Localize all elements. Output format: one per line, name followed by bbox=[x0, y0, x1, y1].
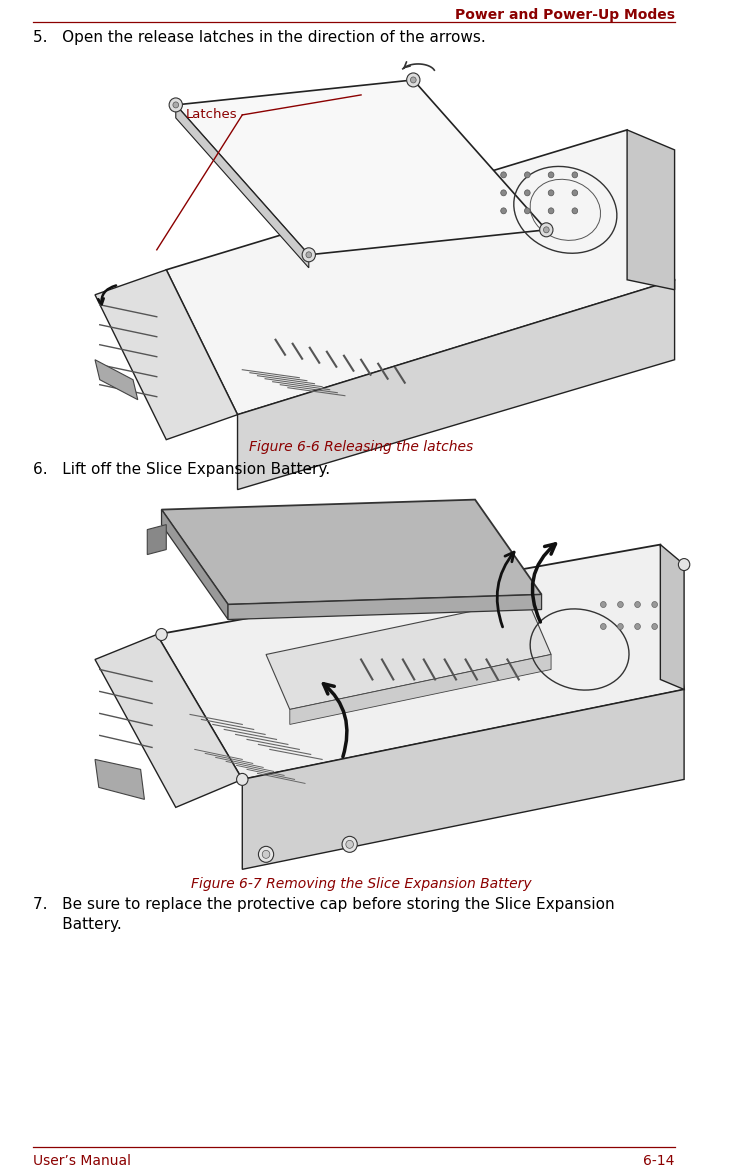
Text: Figure 6-7 Removing the Slice Expansion Battery: Figure 6-7 Removing the Slice Expansion … bbox=[190, 878, 531, 892]
Circle shape bbox=[678, 559, 690, 571]
Text: Power and Power-Up Modes: Power and Power-Up Modes bbox=[455, 8, 675, 22]
Polygon shape bbox=[661, 545, 684, 689]
Text: 6.   Lift off the Slice Expansion Battery.: 6. Lift off the Slice Expansion Battery. bbox=[33, 462, 331, 477]
Circle shape bbox=[258, 846, 274, 863]
Polygon shape bbox=[95, 634, 242, 808]
Circle shape bbox=[500, 190, 506, 196]
Circle shape bbox=[173, 102, 179, 108]
Circle shape bbox=[601, 601, 606, 607]
Polygon shape bbox=[95, 270, 238, 440]
Polygon shape bbox=[176, 80, 546, 254]
Circle shape bbox=[410, 77, 416, 83]
Polygon shape bbox=[266, 600, 551, 709]
Text: Battery.: Battery. bbox=[33, 918, 122, 932]
Polygon shape bbox=[166, 130, 675, 415]
Circle shape bbox=[306, 252, 311, 258]
Circle shape bbox=[302, 247, 315, 261]
Circle shape bbox=[548, 172, 554, 178]
Circle shape bbox=[572, 207, 578, 213]
Polygon shape bbox=[162, 499, 542, 605]
Circle shape bbox=[548, 207, 554, 213]
Polygon shape bbox=[290, 654, 551, 724]
Text: User’s Manual: User’s Manual bbox=[33, 1154, 131, 1168]
Circle shape bbox=[635, 601, 641, 607]
Circle shape bbox=[548, 190, 554, 196]
Circle shape bbox=[539, 223, 553, 237]
Circle shape bbox=[601, 624, 606, 629]
Circle shape bbox=[652, 601, 658, 607]
Circle shape bbox=[618, 601, 624, 607]
Circle shape bbox=[635, 624, 641, 629]
Text: Figure 6-6 Releasing the latches: Figure 6-6 Releasing the latches bbox=[249, 440, 473, 454]
Polygon shape bbox=[238, 280, 675, 490]
Text: Latches: Latches bbox=[185, 109, 237, 122]
Circle shape bbox=[262, 851, 270, 858]
Circle shape bbox=[237, 774, 248, 785]
Circle shape bbox=[407, 73, 420, 87]
Circle shape bbox=[169, 98, 182, 111]
Text: 7.   Be sure to replace the protective cap before storing the Slice Expansion: 7. Be sure to replace the protective cap… bbox=[33, 898, 615, 912]
Text: 6-14: 6-14 bbox=[644, 1154, 675, 1168]
Polygon shape bbox=[95, 360, 138, 400]
Polygon shape bbox=[228, 594, 542, 620]
Circle shape bbox=[543, 227, 549, 233]
Circle shape bbox=[500, 207, 506, 213]
Circle shape bbox=[652, 624, 658, 629]
Polygon shape bbox=[627, 130, 675, 289]
Polygon shape bbox=[162, 510, 228, 620]
Circle shape bbox=[572, 172, 578, 178]
Circle shape bbox=[525, 190, 530, 196]
Polygon shape bbox=[242, 689, 684, 870]
Text: 5.   Open the release latches in the direction of the arrows.: 5. Open the release latches in the direc… bbox=[33, 30, 486, 45]
Polygon shape bbox=[176, 105, 308, 267]
Polygon shape bbox=[148, 525, 166, 554]
Polygon shape bbox=[95, 759, 145, 799]
Circle shape bbox=[525, 207, 530, 213]
Circle shape bbox=[525, 172, 530, 178]
Circle shape bbox=[156, 628, 168, 641]
Circle shape bbox=[342, 837, 357, 852]
Polygon shape bbox=[156, 545, 684, 779]
Circle shape bbox=[618, 624, 624, 629]
Circle shape bbox=[500, 172, 506, 178]
Circle shape bbox=[572, 190, 578, 196]
Circle shape bbox=[346, 840, 354, 849]
